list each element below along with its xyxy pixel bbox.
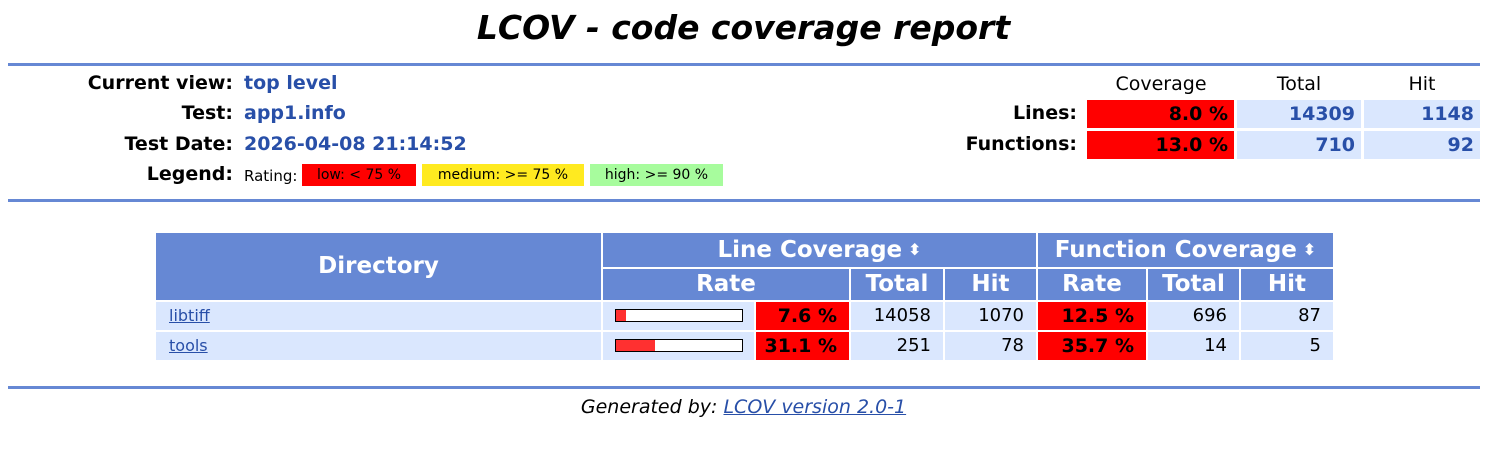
- legend-rating-text: Rating:: [244, 167, 298, 185]
- legend-high-badge: high: >= 90 %: [590, 164, 723, 186]
- line-rate-cell: 7.6 %: [756, 302, 849, 330]
- footer: Generated by: LCOV version 2.0-1: [0, 396, 1487, 418]
- bottom-divider: [8, 386, 1480, 389]
- directory-header[interactable]: Directory: [156, 233, 601, 300]
- summary-lines-rate: 8.0 %: [1087, 100, 1234, 128]
- lcov-version-link[interactable]: LCOV version 2.0-1: [723, 396, 907, 418]
- summary-functions-label: Functions:: [965, 133, 1077, 155]
- directory-link-tools[interactable]: tools: [169, 336, 208, 355]
- function-hit-cell: 87: [1241, 302, 1333, 330]
- function-rate-header: Rate: [1038, 269, 1146, 300]
- line-coverage-label: Line Coverage: [717, 237, 903, 263]
- function-total-cell: 14: [1148, 332, 1239, 360]
- summary-hit-header: Hit: [1408, 73, 1436, 95]
- table-row-name: tools: [156, 332, 601, 360]
- line-total-cell: 14058: [851, 302, 943, 330]
- function-rate-cell: 12.5 %: [1038, 302, 1146, 330]
- line-hit-cell: 78: [945, 332, 1036, 360]
- line-rate-cell: 31.1 %: [756, 332, 849, 360]
- summary-total-header: Total: [1276, 73, 1322, 95]
- line-bar-cell: [603, 302, 754, 330]
- top-divider: [8, 63, 1480, 66]
- function-coverage-label: Function Coverage: [1054, 237, 1297, 263]
- function-total-header: Total: [1148, 269, 1239, 300]
- legend-label: Legend:: [146, 163, 233, 185]
- function-total-cell: 696: [1148, 302, 1239, 330]
- line-total-header: Total: [851, 269, 943, 300]
- line-rate-header: Rate: [603, 269, 849, 300]
- summary-functions-total: 710: [1237, 131, 1361, 159]
- footer-prefix: Generated by:: [580, 396, 718, 418]
- function-hit-cell: 5: [1241, 332, 1333, 360]
- legend-low-badge: low: < 75 %: [302, 164, 416, 186]
- test-value: app1.info: [244, 102, 346, 124]
- legend-medium-badge: medium: >= 75 %: [422, 164, 584, 186]
- line-coverage-bar: [615, 339, 743, 352]
- directory-link-libtiff[interactable]: libtiff: [169, 306, 210, 325]
- current-view-label: Current view:: [87, 72, 233, 94]
- line-total-cell: 251: [851, 332, 943, 360]
- summary-functions-rate: 13.0 %: [1087, 131, 1234, 159]
- sort-icon[interactable]: ⬍: [908, 240, 922, 259]
- summary-functions-hit: 92: [1364, 131, 1480, 159]
- line-coverage-bar: [615, 309, 743, 322]
- page-title: LCOV - code coverage report: [476, 8, 1011, 47]
- summary-lines-label: Lines:: [1013, 102, 1077, 124]
- test-date-label: Test Date:: [124, 133, 234, 155]
- table-row-name: libtiff: [156, 302, 601, 330]
- sort-icon[interactable]: ⬍: [1302, 240, 1317, 259]
- function-hit-header: Hit: [1241, 269, 1333, 300]
- line-coverage-bar-fill: [616, 310, 626, 321]
- line-hit-header: Hit: [945, 269, 1036, 300]
- current-view-value: top level: [244, 72, 338, 94]
- test-label: Test:: [181, 102, 233, 124]
- line-coverage-bar-fill: [616, 340, 656, 351]
- summary-lines-hit: 1148: [1364, 100, 1480, 128]
- test-date-value: 2026-04-08 21:14:52: [244, 133, 467, 155]
- line-coverage-header[interactable]: Line Coverage ⬍: [603, 233, 1036, 267]
- line-hit-cell: 1070: [945, 302, 1036, 330]
- summary-coverage-header: Coverage: [1115, 73, 1207, 95]
- summary-lines-total: 14309: [1237, 100, 1361, 128]
- middle-divider: [8, 199, 1480, 202]
- function-coverage-header[interactable]: Function Coverage ⬍: [1038, 233, 1333, 267]
- line-bar-cell: [603, 332, 754, 360]
- function-rate-cell: 35.7 %: [1038, 332, 1146, 360]
